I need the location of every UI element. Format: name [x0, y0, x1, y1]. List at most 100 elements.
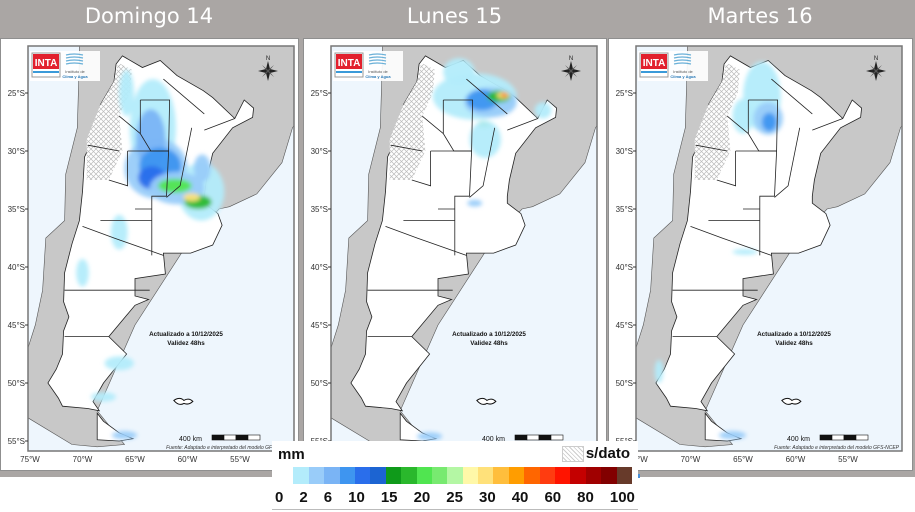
- lat-label: 35°S: [8, 205, 25, 214]
- institute-text: Clima y Agua: [62, 74, 88, 79]
- province-border: [507, 118, 538, 131]
- rain-area: [534, 102, 552, 119]
- rain-area: [111, 431, 138, 440]
- province-border: [166, 127, 193, 198]
- lat-label: 40°S: [8, 263, 25, 272]
- no-data-key: s/dato: [561, 445, 630, 462]
- lat-label: 40°S: [616, 263, 633, 272]
- waves-icon: [65, 53, 84, 56]
- waves-icon: [673, 59, 692, 62]
- province-border: [466, 78, 508, 115]
- rain-area: [467, 199, 483, 207]
- legend-tick-label: 0: [275, 489, 284, 506]
- lat-label: 25°S: [8, 89, 25, 98]
- legend-swatch: [401, 467, 417, 484]
- rain-area: [718, 431, 747, 440]
- no-data-area: [389, 62, 435, 180]
- legend-swatch: [370, 467, 386, 484]
- inta-red: [336, 54, 362, 69]
- map-area: [636, 46, 902, 451]
- scale-segment: [819, 434, 833, 441]
- legend-tick-label: 20: [413, 489, 431, 506]
- scale-label: 400 km: [787, 436, 810, 443]
- province-border: [385, 226, 467, 256]
- hatch-swatch-icon: [561, 445, 584, 462]
- province-border: [812, 118, 843, 131]
- day-title-domingo: Domingo 14: [84, 4, 214, 28]
- rain-area: [90, 392, 117, 402]
- institute-text: Instituto de: [65, 69, 85, 74]
- inta-text: INTA: [35, 58, 58, 69]
- legend-swatch: [478, 467, 494, 484]
- lon-label: 65°W: [733, 455, 753, 464]
- scale-label: 400 km: [482, 436, 505, 443]
- legend-swatch: [539, 467, 556, 484]
- lat-label: 40°S: [311, 263, 328, 272]
- map-panel-lunes: INTA Instituto de Clima y Agua N 25°S 30°S 35°…: [303, 38, 607, 456]
- waves-icon: [368, 53, 387, 56]
- scrollbar-thumb[interactable]: [636, 474, 640, 478]
- province-border: [469, 127, 496, 198]
- scale-bar: [819, 434, 869, 441]
- scale-label: 400 km: [179, 436, 202, 443]
- scale-bar: [211, 434, 261, 441]
- lon-label: 65°W: [125, 455, 145, 464]
- legend-swatch: [416, 467, 432, 484]
- lat-label: 50°S: [616, 379, 633, 388]
- waves-icon: [65, 62, 84, 65]
- no-data-label: s/dato: [585, 445, 630, 462]
- rain-area: [119, 69, 134, 117]
- legend-swatch: [385, 467, 402, 484]
- province-border: [735, 150, 778, 256]
- lat-label: 45°S: [8, 321, 25, 330]
- inta-text: INTA: [338, 58, 361, 69]
- lon-label: 60°W: [178, 455, 198, 464]
- lat-label: 35°S: [616, 205, 633, 214]
- updated-label: Actualizado a 10/12/2025: [149, 331, 223, 338]
- legend-unit: mm: [278, 446, 305, 463]
- province-border: [774, 127, 801, 198]
- legend-tick-label: 2: [299, 489, 308, 506]
- rain-area: [732, 249, 758, 255]
- map-area: [331, 46, 597, 451]
- legend-swatch: [570, 467, 586, 484]
- inta-red: [33, 54, 59, 69]
- legend-tick-label: 25: [446, 489, 463, 506]
- province-border: [390, 144, 423, 152]
- source-label: Fuente: Adaptado e interpretado del mode…: [774, 445, 900, 451]
- map-frame: [27, 45, 295, 452]
- lat-label: 25°S: [311, 89, 328, 98]
- validity-label: Validez 48hs: [167, 340, 205, 347]
- legend-tick-label: 40: [511, 489, 529, 506]
- legend-tick-label: 100: [609, 489, 635, 506]
- lon-label: 55°W: [230, 455, 250, 464]
- scale-segment: [223, 434, 237, 441]
- day-title-martes: Martes 16: [707, 4, 813, 28]
- lon-label: 55°W: [838, 455, 858, 464]
- lat-label: 35°S: [311, 205, 328, 214]
- malvinas-islands: [173, 397, 194, 405]
- scale-segment: [211, 434, 225, 441]
- legend-swatch: [447, 467, 463, 484]
- legend-swatch: [293, 467, 309, 484]
- scale-segment: [235, 434, 249, 441]
- legend-swatch: [601, 467, 617, 484]
- source-label: Fuente: Adaptado e interpretado del mode…: [166, 445, 292, 451]
- tierra-del-fuego: [704, 412, 743, 442]
- province-border: [82, 226, 164, 256]
- updated-label: Actualizado a 10/12/2025: [757, 331, 831, 338]
- scale-segment: [247, 434, 261, 441]
- tierra-del-fuego: [96, 412, 135, 442]
- compass-star: [870, 65, 882, 77]
- legend-swatch: [508, 467, 525, 484]
- lat-label: 45°S: [616, 321, 633, 330]
- province-border: [119, 115, 141, 134]
- legend-tick-label: 80: [577, 489, 594, 506]
- rain-area: [501, 93, 508, 98]
- legend-swatch: [278, 467, 294, 484]
